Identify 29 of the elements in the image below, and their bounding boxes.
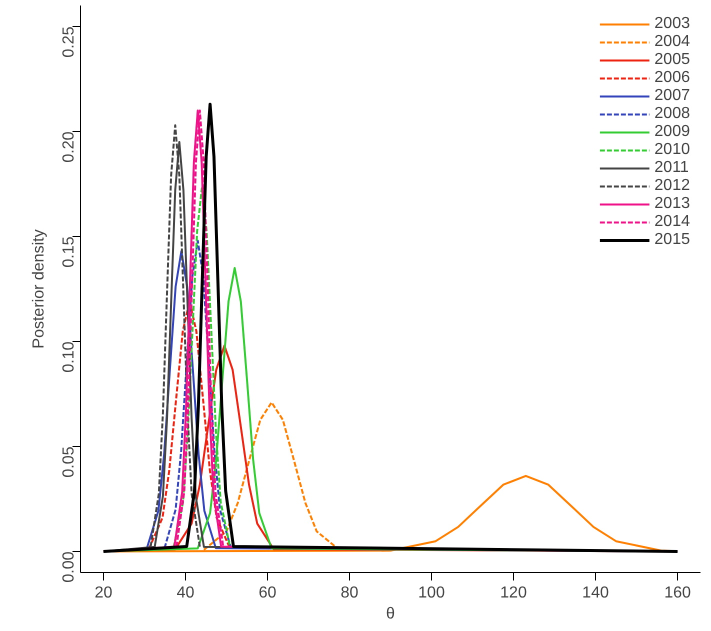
legend-label: 2010 xyxy=(654,141,690,159)
legend-label: 2014 xyxy=(654,213,690,231)
y-tick-label: 0.25 xyxy=(60,26,78,58)
y-tick-label: 0.00 xyxy=(60,551,78,583)
x-tick-label: 120 xyxy=(500,584,527,602)
legend-label: 2008 xyxy=(654,105,690,123)
x-tick-label: 160 xyxy=(664,584,691,602)
y-tick-label: 0.10 xyxy=(60,341,78,373)
legend-label: 2005 xyxy=(654,51,690,69)
legend-label: 2007 xyxy=(654,87,690,105)
legend-label: 2012 xyxy=(654,177,690,195)
legend-label: 2011 xyxy=(654,159,689,177)
x-tick-label: 140 xyxy=(582,584,609,602)
x-axis-title: θ xyxy=(386,606,396,622)
legend-label: 2013 xyxy=(654,195,690,213)
x-tick-label: 100 xyxy=(418,584,445,602)
legend-label: 2004 xyxy=(654,33,690,51)
legend-label: 2003 xyxy=(654,15,690,33)
y-tick-label: 0.05 xyxy=(60,446,78,478)
y-axis-title: Posterior density xyxy=(30,229,48,349)
y-tick-label: 0.20 xyxy=(60,131,78,163)
legend-label: 2015 xyxy=(654,231,690,249)
legend-label: 2006 xyxy=(654,69,690,87)
x-tick-label: 60 xyxy=(258,584,276,602)
y-tick-label: 0.15 xyxy=(60,236,78,268)
x-tick-label: 80 xyxy=(340,584,358,602)
legend-label: 2009 xyxy=(654,123,690,141)
x-tick-label: 40 xyxy=(176,584,194,602)
x-tick-label: 20 xyxy=(94,584,112,602)
